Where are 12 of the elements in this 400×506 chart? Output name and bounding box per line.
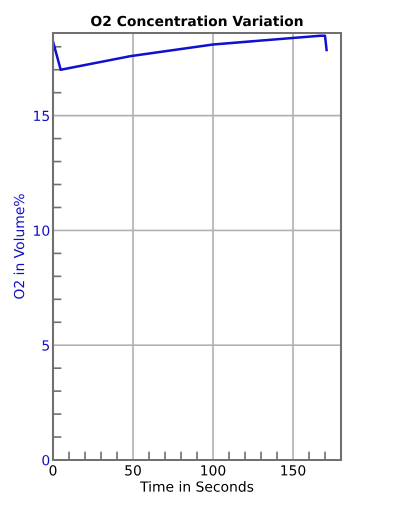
x-axis-title: Time in Seconds [140,481,254,492]
line-series [53,34,328,71]
x-tick-label: 50 [125,465,141,476]
y-tick-label: 5 [42,340,50,351]
x-tick-label: 150 [281,465,306,476]
y-tick-label: 0 [42,454,50,466]
y-tick-label: 10 [34,225,50,236]
x-tick-label: 100 [201,465,226,476]
y-tick-label: 15 [34,110,50,122]
chart-title: O2 Concentration Variation [91,16,302,26]
x-tick-label: 0 [49,465,56,476]
y-axis-title: O2 in Volume% [14,194,24,299]
